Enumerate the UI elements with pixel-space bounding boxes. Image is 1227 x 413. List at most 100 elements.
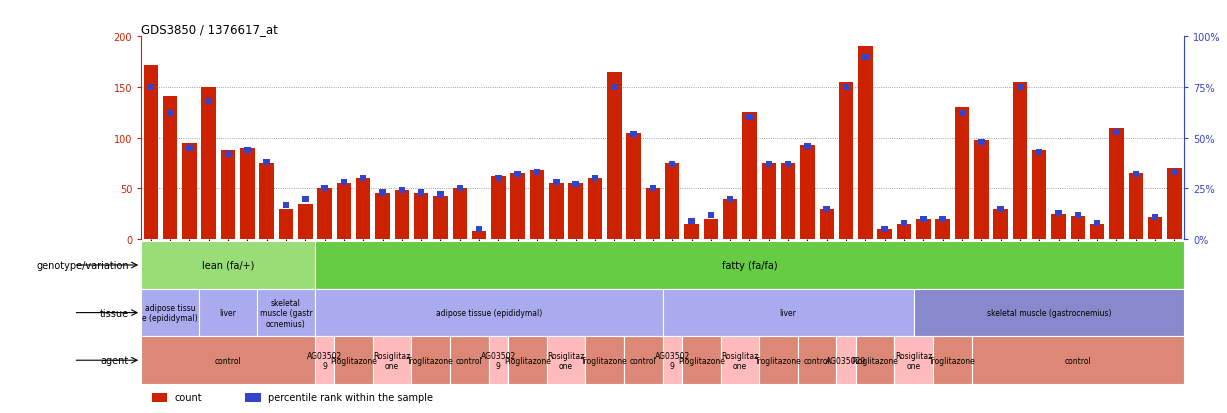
Text: fatty (fa/fa): fatty (fa/fa) [721, 260, 778, 271]
Bar [573, 182, 579, 188]
Bar [837, 337, 855, 384]
Text: Rosiglitaz
one: Rosiglitaz one [373, 351, 411, 370]
Bar [685, 224, 699, 240]
Bar [476, 226, 482, 233]
Bar [152, 393, 167, 402]
Bar [1052, 214, 1066, 240]
Bar [669, 161, 676, 168]
Bar [1129, 174, 1144, 240]
Bar [334, 337, 373, 384]
Bar [568, 184, 583, 240]
Bar [1055, 210, 1061, 216]
Bar [547, 337, 585, 384]
Bar [141, 242, 315, 289]
Text: Pioglitazone: Pioglitazone [852, 356, 898, 365]
Bar [585, 337, 625, 384]
Bar [843, 85, 849, 91]
Text: AG035029: AG035029 [826, 356, 866, 365]
Bar [373, 337, 411, 384]
Bar [591, 176, 599, 182]
Bar [978, 139, 984, 145]
Bar [785, 161, 791, 168]
Text: AG03502
9: AG03502 9 [481, 351, 517, 370]
Bar [264, 159, 270, 166]
Bar [530, 171, 545, 240]
Bar [282, 202, 290, 208]
Bar [607, 73, 622, 240]
Bar [259, 164, 274, 240]
Bar [1012, 83, 1027, 240]
Bar [766, 161, 772, 168]
Text: Rosiglitaz
one: Rosiglitaz one [721, 351, 758, 370]
Bar [413, 194, 428, 240]
Bar [302, 196, 308, 202]
Bar [940, 216, 946, 222]
Text: Pioglitazone: Pioglitazone [504, 356, 551, 365]
Text: percentile rank within the sample: percentile rank within the sample [269, 392, 433, 403]
Bar [839, 83, 853, 240]
Bar [881, 226, 888, 233]
Text: tissue: tissue [99, 308, 129, 318]
Bar [823, 206, 829, 212]
Bar [726, 196, 734, 202]
Bar [144, 66, 158, 240]
Bar [663, 289, 914, 337]
Bar [315, 337, 334, 384]
Bar [1075, 212, 1081, 218]
Text: skeletal muscle (gastrocnemius): skeletal muscle (gastrocnemius) [987, 309, 1112, 317]
Bar [611, 85, 617, 91]
Bar [453, 189, 467, 240]
Bar [663, 337, 682, 384]
Bar [318, 189, 331, 240]
Bar [399, 188, 405, 194]
Bar [631, 131, 637, 138]
Bar [205, 99, 212, 105]
Bar [256, 289, 315, 337]
Bar [877, 230, 892, 240]
Bar [187, 145, 193, 152]
Bar [1152, 214, 1158, 220]
Bar [1036, 150, 1043, 156]
Text: genotype/variation: genotype/variation [37, 260, 129, 271]
Bar [315, 242, 1184, 289]
Bar [321, 186, 328, 192]
Bar [360, 176, 367, 182]
Bar [914, 289, 1184, 337]
Text: Troglitazone: Troglitazone [929, 356, 975, 365]
Text: AG03502
9: AG03502 9 [307, 351, 342, 370]
Bar [665, 164, 680, 240]
Bar [141, 289, 199, 337]
Bar [746, 115, 752, 121]
Bar [279, 209, 293, 240]
Bar [379, 190, 385, 196]
Bar [863, 55, 869, 60]
Text: Troglitazone: Troglitazone [582, 356, 628, 365]
Bar [221, 150, 236, 240]
Text: control: control [1065, 356, 1091, 365]
Bar [649, 186, 656, 192]
Bar [375, 194, 390, 240]
Bar [395, 191, 409, 240]
Bar [244, 147, 250, 154]
Text: count: count [174, 392, 202, 403]
Bar [1032, 150, 1047, 240]
Bar [742, 113, 757, 240]
Bar [974, 140, 989, 240]
Text: Rosiglitaz
one: Rosiglitaz one [894, 351, 933, 370]
Bar [998, 206, 1004, 212]
Bar [855, 337, 894, 384]
Bar [688, 218, 694, 224]
Bar [994, 209, 1007, 240]
Bar [858, 47, 872, 240]
Bar [245, 393, 261, 402]
Bar [760, 337, 798, 384]
Bar [341, 180, 347, 186]
Bar [433, 196, 448, 240]
Bar [1133, 172, 1139, 178]
Bar [1017, 85, 1023, 91]
Bar [225, 152, 231, 158]
Text: GDS3850 / 1376617_at: GDS3850 / 1376617_at [141, 23, 279, 36]
Bar [514, 172, 521, 178]
Bar [800, 145, 815, 240]
Text: Troglitazone: Troglitazone [407, 356, 454, 365]
